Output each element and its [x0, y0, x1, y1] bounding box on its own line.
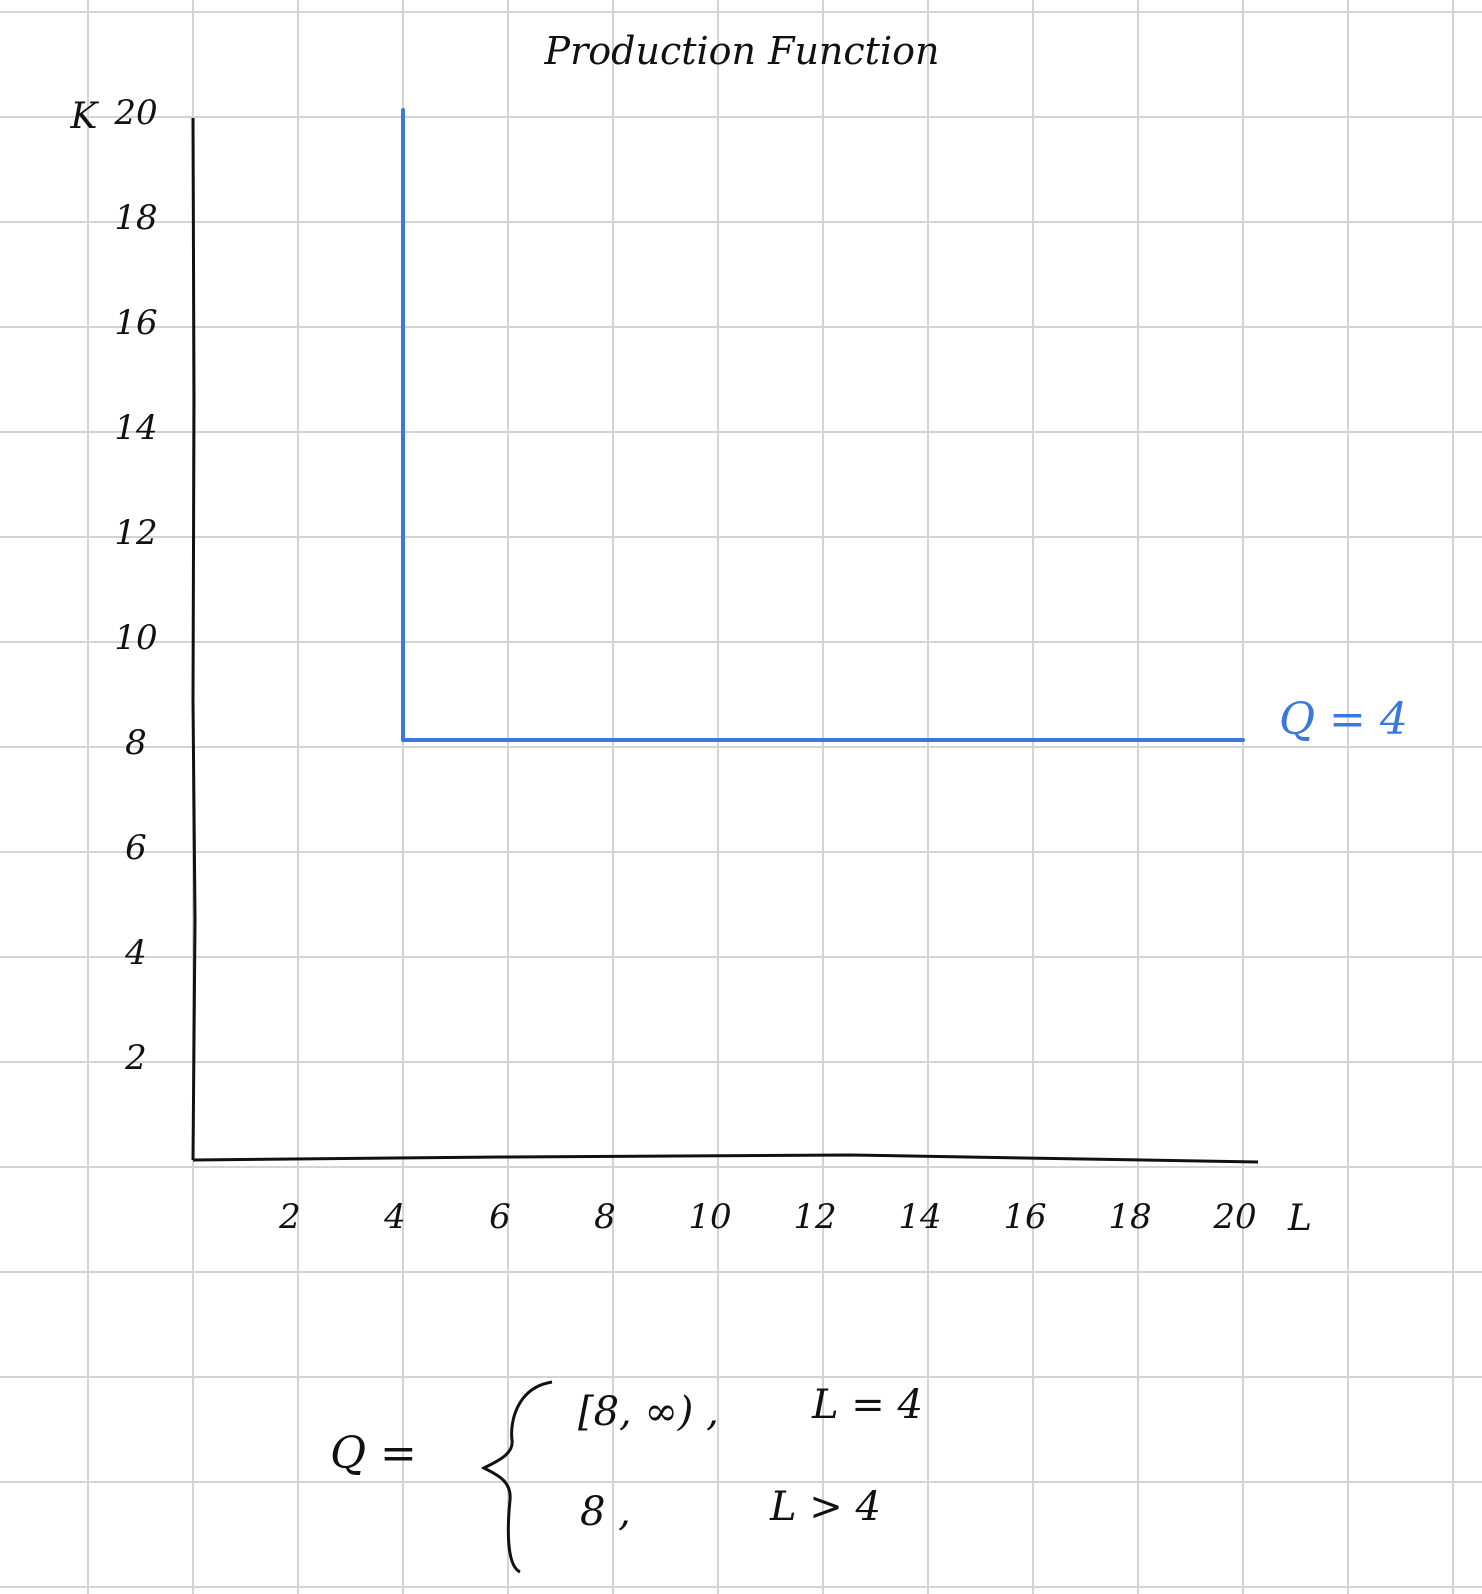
piecewise-formula: Q = [8, ∞) , L = 4 8 , L > 4 — [330, 1380, 923, 1574]
y-tick-label: 4 — [124, 933, 147, 973]
x-tick-label: 2 — [278, 1197, 301, 1237]
case-2-value: 8 , — [580, 1489, 631, 1535]
left-brace — [480, 1380, 553, 1574]
x-tick-label: 18 — [1108, 1197, 1151, 1237]
x-tick-label: 4 — [383, 1197, 406, 1237]
y-tick-label: 8 — [125, 723, 147, 763]
axes — [191, 117, 1259, 1164]
case-1-condition: L = 4 — [811, 1382, 923, 1428]
y-tick-label: 14 — [114, 408, 157, 448]
series-label: Q = 4 — [1279, 694, 1408, 745]
isoquant-series: Q = 4 — [401, 108, 1408, 745]
x-axis-label: L — [1287, 1198, 1312, 1239]
case-1-value: [8, ∞) , — [578, 1389, 719, 1435]
x-tick-label: 20 — [1212, 1197, 1256, 1237]
y-tick-label: 6 — [125, 828, 147, 868]
x-tick-labels: 2 4 6 8 10 12 14 16 18 20 — [278, 1197, 1256, 1237]
formula-lhs: Q = — [330, 1428, 417, 1479]
y-axis — [191, 117, 197, 1161]
y-axis-label: K — [70, 96, 100, 137]
y-tick-label: 18 — [114, 198, 157, 238]
y-tick-label: 12 — [114, 513, 157, 553]
x-tick-label: 16 — [1003, 1197, 1046, 1237]
x-tick-label: 12 — [793, 1197, 836, 1237]
x-tick-label: 6 — [489, 1197, 511, 1237]
isoquant-line — [401, 108, 1245, 742]
x-tick-label: 14 — [898, 1197, 941, 1237]
y-tick-labels: 2 4 6 8 10 12 14 16 18 20 — [113, 93, 157, 1078]
y-tick-label: 2 — [124, 1038, 147, 1078]
y-tick-label: 16 — [114, 303, 157, 343]
case-2-condition: L > 4 — [769, 1484, 881, 1530]
y-tick-label: 20 — [113, 93, 157, 133]
chart-title: Production Function — [544, 29, 940, 73]
x-axis — [192, 1153, 1259, 1164]
y-tick-label: 10 — [114, 618, 157, 658]
x-tick-label: 8 — [594, 1197, 616, 1237]
x-tick-label: 10 — [688, 1197, 731, 1237]
